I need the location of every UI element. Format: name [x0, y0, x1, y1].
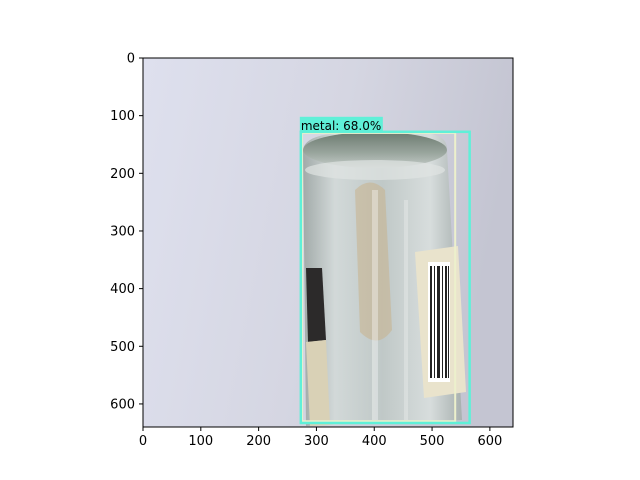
detection-label-background	[299, 116, 383, 132]
y-tick-label: 400	[110, 282, 135, 297]
photo-image	[143, 58, 513, 427]
x-tick-label: 200	[246, 434, 271, 449]
bounding-boxes: metal: 68.0%	[299, 116, 471, 425]
y-tick-label: 300	[110, 224, 135, 239]
x-tick-label: 600	[477, 434, 502, 449]
axis-ticks: 0 100 200 300 400 500 600 0 100 200 300 400 500 600	[110, 52, 502, 450]
dark-label-patch	[306, 268, 326, 342]
y-tick-label: 500	[110, 340, 135, 355]
barcode-icon	[428, 262, 450, 382]
detection-label: metal: 68.0%	[301, 119, 381, 133]
x-tick-label: 400	[362, 434, 387, 449]
y-tick-label: 100	[110, 109, 135, 124]
x-tick-label: 300	[304, 434, 329, 449]
x-tick-label: 0	[139, 434, 147, 449]
y-tick-label: 600	[110, 397, 135, 412]
axes-frame	[142, 57, 514, 428]
x-tick-label: 500	[420, 434, 445, 449]
detection-bounding-box	[299, 130, 471, 425]
y-tick-label: 200	[110, 167, 135, 182]
x-tick-label: 100	[188, 434, 213, 449]
y-tick-label: 0	[127, 52, 135, 67]
